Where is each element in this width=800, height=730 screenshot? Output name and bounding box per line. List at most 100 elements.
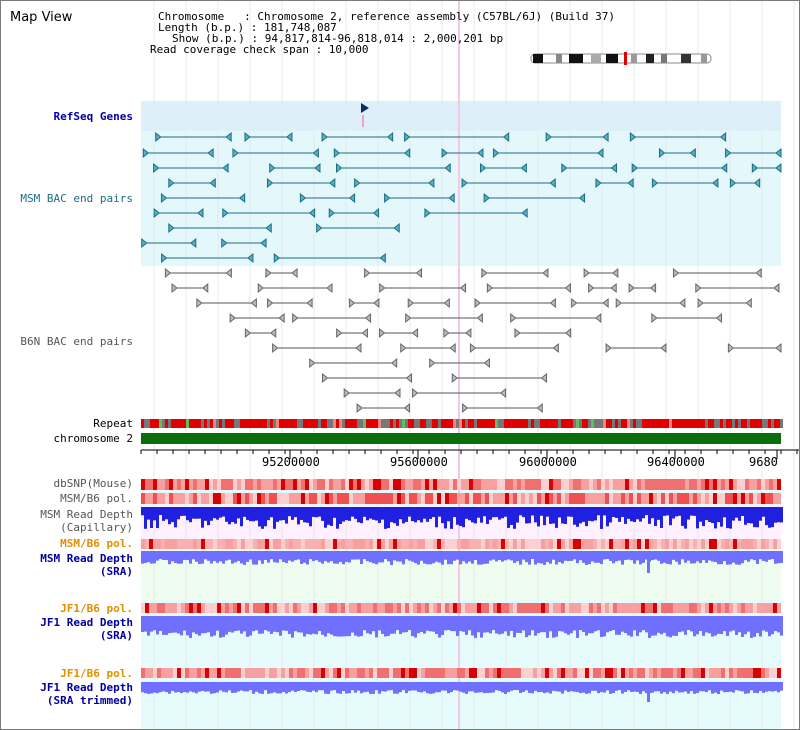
polymorphism-cell xyxy=(233,493,237,504)
read-depth-bar xyxy=(753,682,756,693)
b6n-bac-end xyxy=(672,267,680,279)
polymorphism-cell xyxy=(161,493,165,504)
polymorphism-cell xyxy=(613,539,617,549)
polymorphism-cell xyxy=(309,668,313,678)
repeat-block xyxy=(585,419,588,428)
polymorphism-cell xyxy=(437,539,441,549)
polymorphism-cell xyxy=(489,539,493,549)
polymorphism-cell xyxy=(533,668,537,678)
read-depth-bar xyxy=(330,682,333,691)
msm-bac-end xyxy=(372,207,380,219)
read-depth-bar xyxy=(546,616,549,638)
track-label-line: MSM Read Depth xyxy=(40,508,133,521)
read-depth-bar xyxy=(387,507,390,529)
polymorphism-cell xyxy=(753,479,757,490)
read-depth-bar xyxy=(420,507,423,523)
read-depth-bar xyxy=(732,616,735,631)
polymorphism-cell xyxy=(165,668,169,678)
repeat-block xyxy=(210,419,213,428)
repeat-block xyxy=(534,419,537,428)
read-depth-bar xyxy=(573,551,576,560)
msm-bac-end xyxy=(597,147,604,159)
msm-bac-end xyxy=(751,162,759,174)
read-depth-bar xyxy=(453,551,456,561)
polymorphism-cell xyxy=(293,493,297,504)
track-label-jf1-depth-sra[interactable]: JF1 Read Depth (SRA) xyxy=(40,616,133,642)
polymorphism-cell xyxy=(225,479,229,490)
track-label-msm-b6-pol[interactable]: MSM/B6 pol. xyxy=(60,492,133,505)
polymorphism-cell xyxy=(333,668,337,678)
polymorphism-cell xyxy=(757,668,761,678)
polymorphism-cell xyxy=(441,493,445,504)
polymorphism-cell xyxy=(385,603,389,613)
polymorphism-cell xyxy=(385,539,389,549)
read-depth-bar xyxy=(576,551,579,564)
read-depth-bar xyxy=(600,616,603,638)
read-depth-bar xyxy=(237,616,240,631)
track-label-b6n-bac[interactable]: B6N BAC end pairs xyxy=(20,335,133,348)
polymorphism-cell xyxy=(217,479,221,490)
track-label-repeat[interactable]: Repeat xyxy=(93,417,133,430)
read-depth-bar xyxy=(486,616,489,633)
polymorphism-cell xyxy=(445,493,449,504)
read-depth-bar xyxy=(651,682,654,693)
read-depth-bar xyxy=(144,507,147,529)
read-depth-bar xyxy=(456,507,459,525)
read-depth-bar xyxy=(141,682,144,693)
read-depth-bar xyxy=(165,507,168,520)
read-depth-bar xyxy=(249,507,252,522)
polymorphism-cell xyxy=(481,479,485,490)
read-depth-bar xyxy=(678,507,681,516)
polymorphism-cell xyxy=(345,603,349,613)
track-label-msm-depth-sra[interactable]: MSM Read Depth (SRA) xyxy=(40,552,133,578)
read-depth-bar xyxy=(747,507,750,524)
read-depth-bar xyxy=(504,551,507,561)
read-depth-bar xyxy=(705,682,708,693)
polymorphism-cell xyxy=(209,539,213,549)
track-label-dbsnp[interactable]: dbSNP(Mouse) xyxy=(53,477,133,490)
read-depth-bar xyxy=(414,507,417,523)
msm-bac-end xyxy=(441,147,448,159)
polymorphism-cell xyxy=(161,603,165,613)
polymorphism-cell xyxy=(705,668,709,678)
read-depth-bar xyxy=(564,682,567,691)
polymorphism-cell xyxy=(597,668,601,678)
repeat-block xyxy=(321,419,324,428)
polymorphism-cell xyxy=(229,668,233,678)
polymorphism-cell xyxy=(493,539,497,549)
track-label-msm-bac[interactable]: MSM BAC end pairs xyxy=(20,192,133,205)
repeat-block xyxy=(558,419,561,428)
repeat-block xyxy=(207,419,210,428)
b6n-bac-end xyxy=(201,282,209,294)
polymorphism-cell xyxy=(357,493,361,504)
polymorphism-cell xyxy=(265,493,269,504)
repeat-block xyxy=(279,419,282,428)
track-label-jf1-pol[interactable]: JF1/B6 pol. xyxy=(60,602,133,615)
track-label-jf1-depth-trimmed[interactable]: JF1 Read Depth (SRA trimmed) xyxy=(40,681,133,707)
track-label-msm-depth-capillary[interactable]: MSM Read Depth (Capillary) xyxy=(40,508,133,534)
read-depth-bar xyxy=(375,507,378,521)
polymorphism-cell xyxy=(261,603,265,613)
b6n-bac-end xyxy=(649,282,657,294)
read-depth-bar xyxy=(477,616,480,633)
polymorphism-cell xyxy=(601,539,605,549)
read-depth-bar xyxy=(651,616,654,636)
read-depth-bar xyxy=(615,507,618,518)
b6n-bac-end xyxy=(469,342,477,354)
track-label-msm-b6-pol-2[interactable]: MSM/B6 pol. xyxy=(60,537,133,550)
track-label-refseq-genes[interactable]: RefSeq Genes xyxy=(53,110,133,123)
polymorphism-cell xyxy=(473,668,477,678)
read-depth-bar xyxy=(453,682,456,691)
read-depth-bar xyxy=(345,551,348,562)
polymorphism-cell xyxy=(469,603,473,613)
polymorphism-cell xyxy=(141,493,145,504)
track-label-jf1-pol-2[interactable]: JF1/B6 pol. xyxy=(60,667,133,680)
repeat-block xyxy=(480,419,483,428)
read-depth-bar xyxy=(369,682,372,694)
polymorphism-cell xyxy=(293,479,297,490)
repeat-block xyxy=(639,419,642,428)
read-depth-bar xyxy=(507,616,510,636)
polymorphism-cell xyxy=(401,539,405,549)
read-depth-bar xyxy=(561,551,564,564)
polymorphism-cell xyxy=(145,493,149,504)
